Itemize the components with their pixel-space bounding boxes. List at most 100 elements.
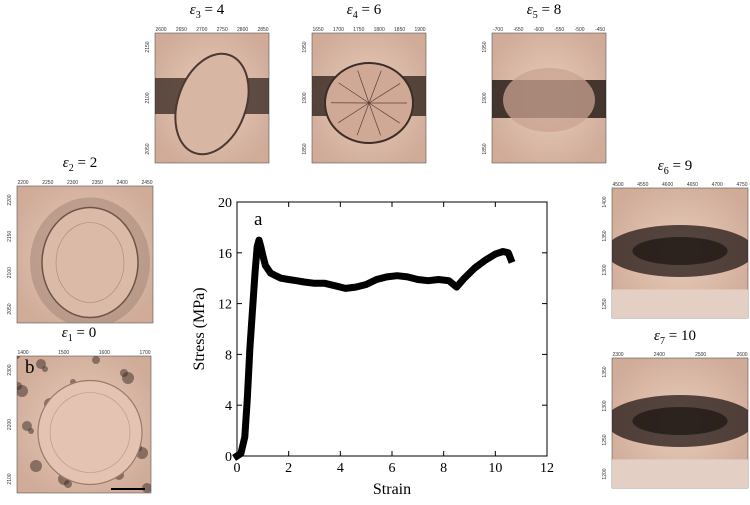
micrograph-panel-e7: ε7 = 10 2300 2400 2500 2600 1350 1300 1250 1200: [600, 328, 750, 493]
panel-letter-a: a: [254, 209, 263, 230]
micro-tick-y: 2150: [7, 231, 13, 242]
micro-tick-y: 2100: [7, 473, 13, 484]
micro-tick-x: 2650: [176, 27, 187, 33]
micro-tick-y: 2100: [7, 267, 13, 278]
micro-tick-y: 2100: [145, 92, 151, 103]
micro-tick-x: -650: [513, 27, 523, 33]
micrograph-image-e4: 1650 1700 1750 1800 1850 1900 1950 1900 1850: [300, 25, 428, 165]
micro-tick-x: 2300: [612, 352, 623, 358]
micro-tick-x: 2200: [17, 180, 28, 186]
micro-tick-y: 1200: [602, 468, 608, 479]
micro-tick-x: -700: [493, 27, 503, 33]
micro-tick-y: 1850: [302, 143, 308, 154]
micro-tick-x: 1400: [17, 350, 28, 356]
strain-label-e6: ε6 = 9: [600, 158, 750, 177]
micro-tick-x: 4650: [687, 182, 698, 188]
micro-tick-x: 1850: [394, 27, 405, 33]
micro-tick-x: 2350: [92, 180, 103, 186]
micro-tick-x: -450: [595, 27, 605, 33]
y-tick-label: 0: [225, 450, 232, 465]
x-tick-label: 4: [337, 461, 344, 476]
strain-label-e7: ε7 = 10: [600, 328, 750, 347]
micro-tick-y: 2150: [145, 41, 151, 52]
micro-tick-x: 2600: [155, 27, 166, 33]
micro-tick-x: 2400: [654, 352, 665, 358]
micro-tick-x: 4550: [637, 182, 648, 188]
micro-tick-x: 2300: [67, 180, 78, 186]
micro-tick-x: 2400: [117, 180, 128, 186]
y-tick-label: 20: [218, 196, 232, 211]
micro-tick-x: 2800: [237, 27, 248, 33]
micro-tick-x: 1600: [99, 350, 110, 356]
micro-tick-y: 1900: [302, 92, 308, 103]
micro-tick-y: 1250: [602, 434, 608, 445]
micro-tick-x: 1900: [414, 27, 425, 33]
micro-tick-y: 2200: [7, 419, 13, 430]
micro-tick-y: 2050: [7, 303, 13, 314]
micrograph-svg-e7: 2300 2400 2500 2600 1350 1300 1250 1200: [600, 350, 750, 490]
micro-tick-x: 2450: [141, 180, 152, 186]
y-axis-label: Stress (MPa): [191, 287, 208, 370]
micro-tick-x: 1800: [374, 27, 385, 33]
micro-tick-x: 1750: [353, 27, 364, 33]
x-axis-label: Strain: [373, 481, 411, 498]
micro-tick-x: 4600: [662, 182, 673, 188]
micro-tick-y: 1400: [602, 196, 608, 207]
strain-label-e4: ε4 = 6: [300, 2, 428, 21]
micro-tick-y: 2300: [7, 364, 13, 375]
micro-tick-y: 1300: [602, 400, 608, 411]
x-tick-label: 6: [389, 461, 396, 476]
strain-label-e5: ε5 = 8: [480, 2, 608, 21]
y-tick-label: 16: [218, 247, 232, 262]
micrograph-svg-e4: 1650 1700 1750 1800 1850 1900 1950 1900 1850: [300, 25, 428, 165]
x-tick-label: 8: [440, 461, 447, 476]
micro-tick-y: 1950: [302, 41, 308, 52]
micro-tick-y: 1250: [602, 298, 608, 309]
micro-tick-y: 1350: [602, 366, 608, 377]
micrograph-image-e7: 2300 2400 2500 2600 1350 1300 1250 1200: [600, 350, 750, 490]
micro-tick-y: 1850: [482, 143, 488, 154]
micro-tick-x: 1700: [139, 350, 150, 356]
micro-tick-x: -600: [534, 27, 544, 33]
micro-tick-x: 4500: [612, 182, 623, 188]
strain-label-e2: ε2 = 2: [5, 155, 155, 174]
micro-tick-x: 2500: [695, 352, 706, 358]
y-tick-label: 12: [218, 298, 232, 313]
micro-tick-y: 2050: [145, 143, 151, 154]
micro-tick-x: 2700: [196, 27, 207, 33]
strain-label-e3: ε3 = 4: [143, 2, 271, 21]
micro-tick-x: 1700: [333, 27, 344, 33]
micro-tick-y: 1950: [482, 41, 488, 52]
y-tick-label: 8: [225, 348, 232, 363]
x-tick-label: 12: [540, 461, 554, 476]
micro-tick-x: 1650: [312, 27, 323, 33]
micro-tick-y: 1350: [602, 230, 608, 241]
micro-tick-x: -500: [575, 27, 585, 33]
micro-tick-x: 1500: [58, 350, 69, 356]
y-tick-label: 4: [225, 399, 232, 414]
x-tick-label: 2: [285, 461, 292, 476]
micro-tick-x: 2600: [736, 352, 747, 358]
micro-tick-x: 4700: [712, 182, 723, 188]
strain-label-e1: ε1 = 0: [5, 325, 153, 344]
micro-tick-x: 2750: [217, 27, 228, 33]
micro-tick-y: 1300: [602, 264, 608, 275]
plot-frame: [237, 202, 547, 456]
micro-tick-y: 1900: [482, 92, 488, 103]
x-tick-label: 10: [488, 461, 502, 476]
micro-tick-y: 2200: [7, 194, 13, 205]
